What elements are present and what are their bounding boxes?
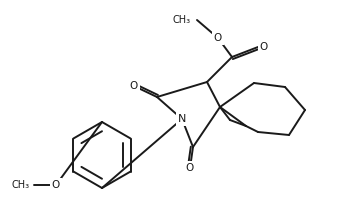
Text: N: N bbox=[178, 114, 186, 124]
Text: CH₃: CH₃ bbox=[173, 15, 191, 25]
Text: CH₃: CH₃ bbox=[12, 180, 30, 190]
Text: O: O bbox=[130, 81, 138, 91]
Text: O: O bbox=[52, 180, 60, 190]
Text: O: O bbox=[260, 42, 268, 52]
Text: O: O bbox=[214, 33, 222, 43]
Text: O: O bbox=[186, 163, 194, 173]
